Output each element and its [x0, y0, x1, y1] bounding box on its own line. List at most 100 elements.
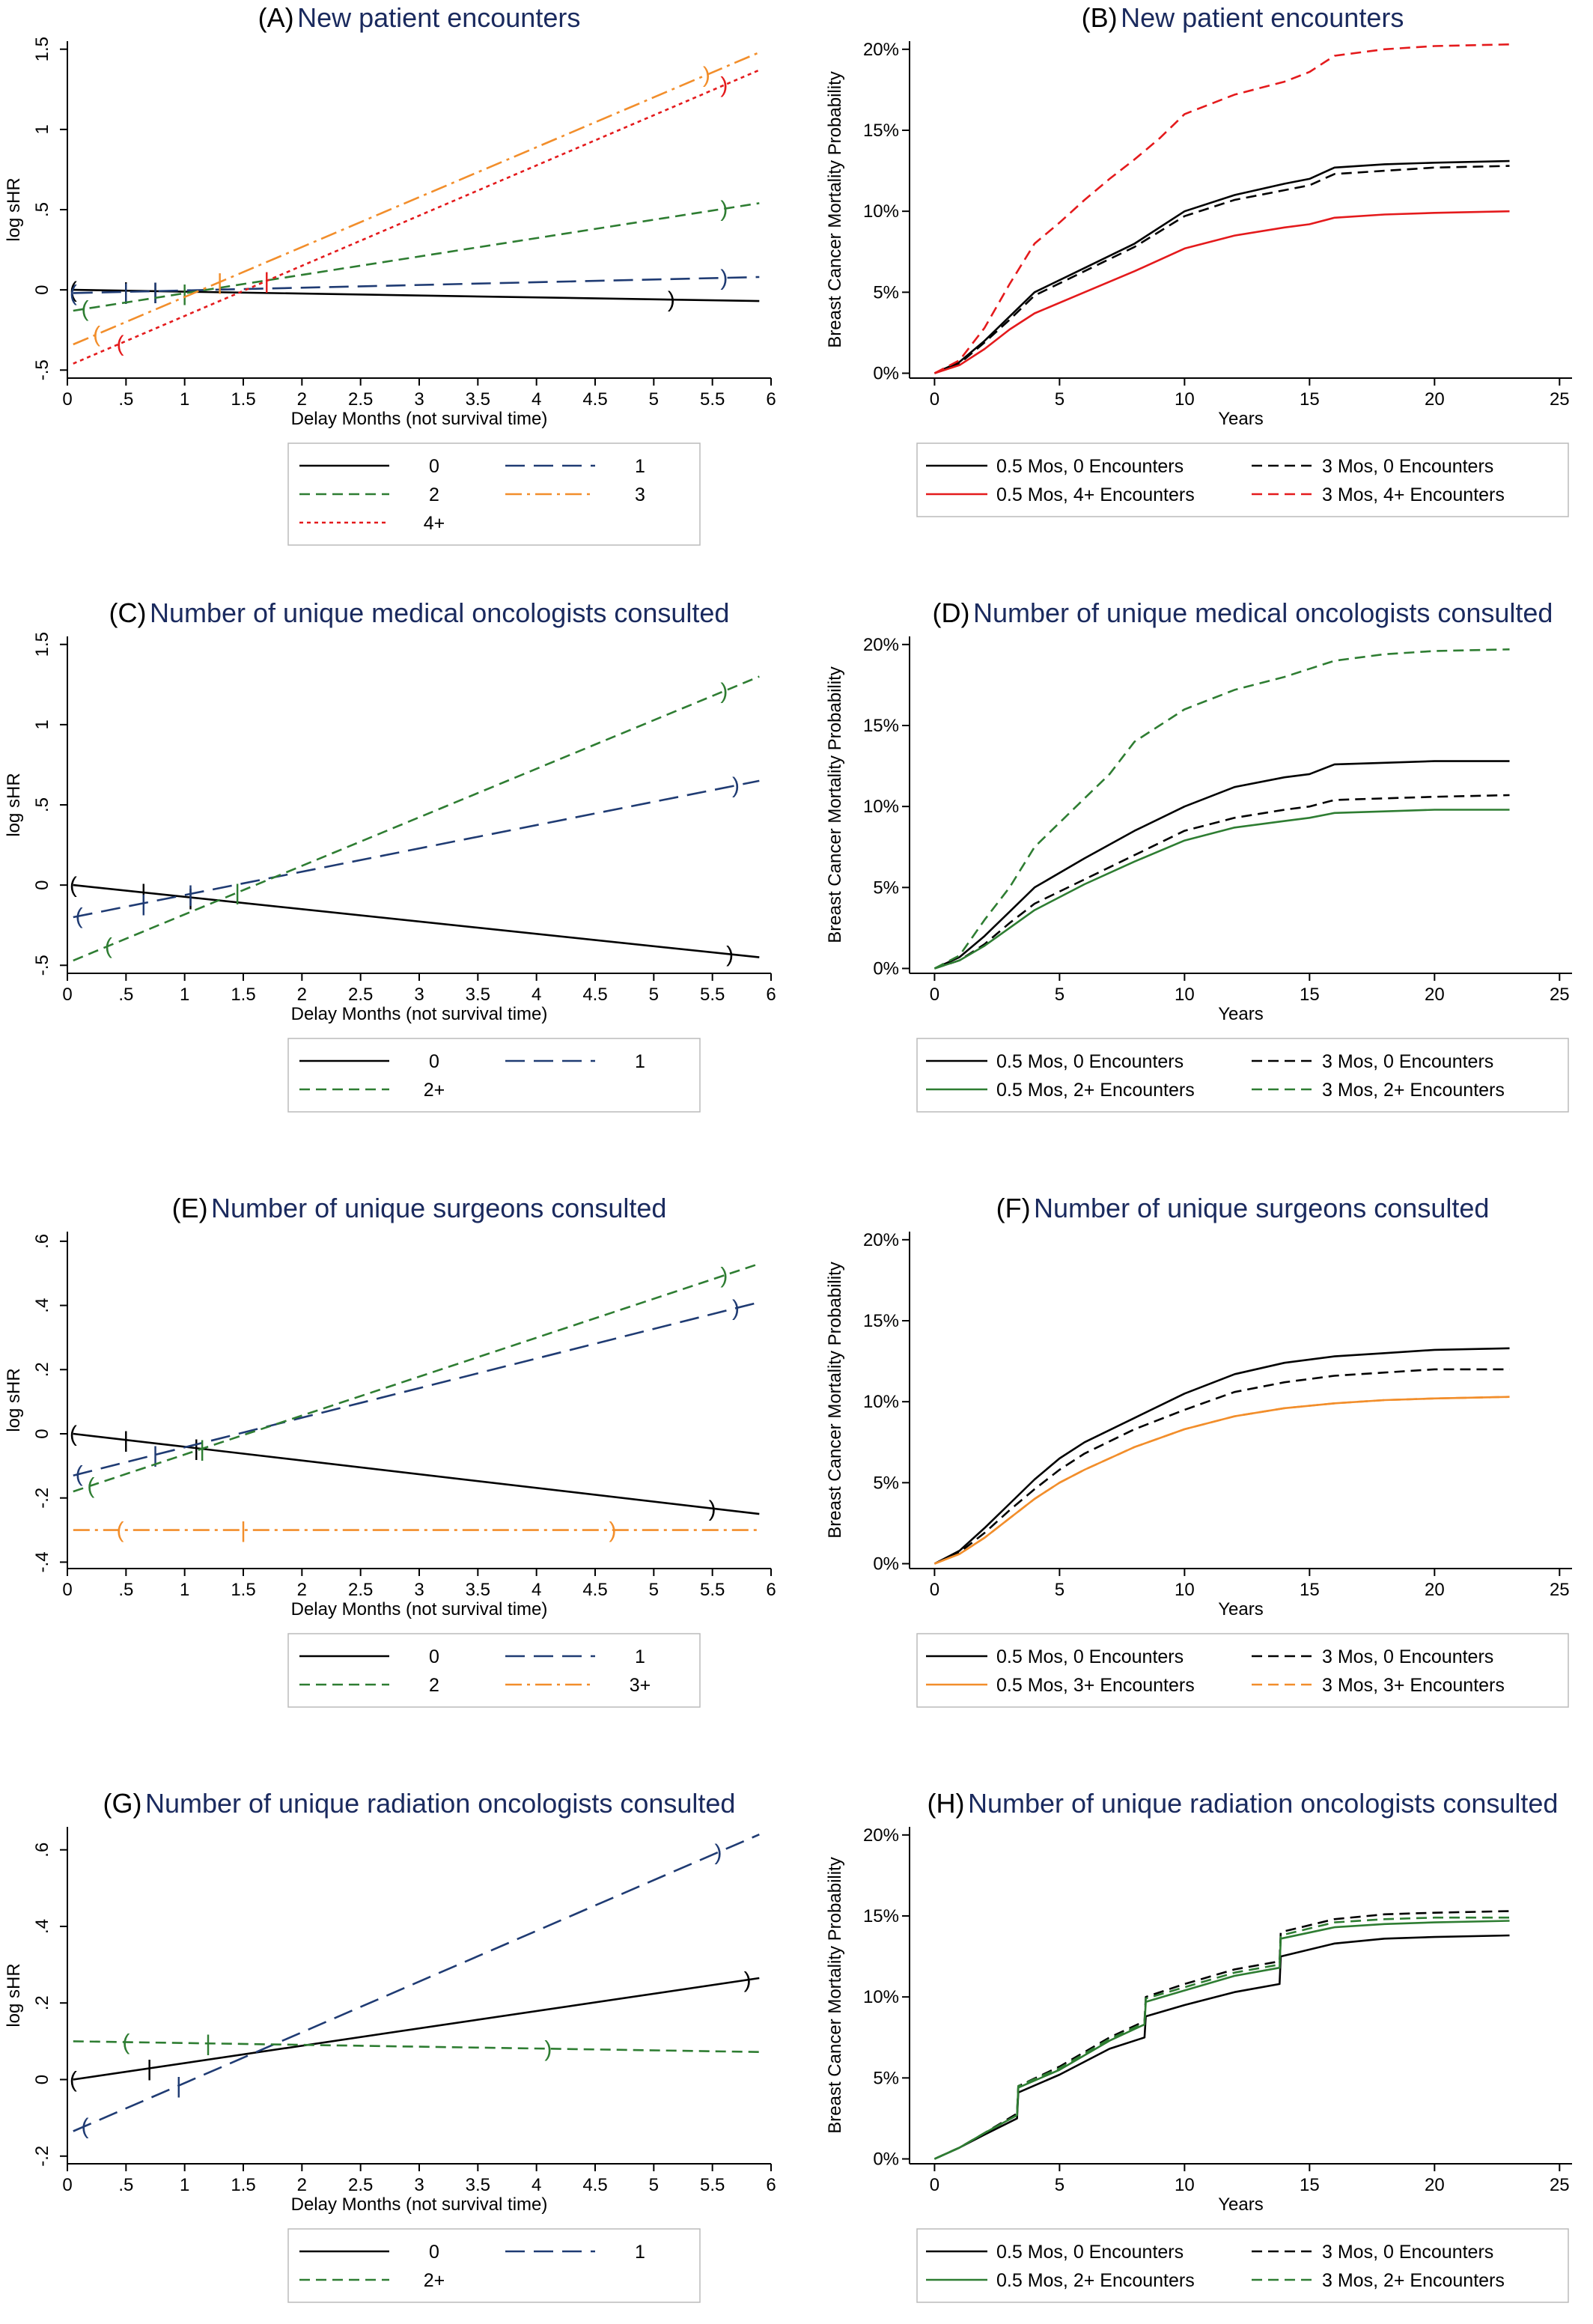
series-marker: )	[720, 197, 728, 222]
series-line	[933, 760, 1510, 970]
x-tick-label: 3	[414, 1580, 424, 1600]
x-tick-label: 15	[1300, 1580, 1320, 1600]
series-line	[73, 1262, 760, 1493]
legend-label: 0.5 Mos, 0 Encounters	[996, 456, 1184, 477]
legend-label: 0	[429, 1051, 439, 1072]
x-tick-label: 1	[180, 389, 189, 410]
y-tick-label: 0%	[873, 959, 899, 979]
x-tick-label: 4	[531, 2175, 541, 2195]
y-tick-label: 1.5	[32, 632, 52, 657]
panel-b: (B) New patient encounters 0 5 10 15 20 25 0% 5%…	[825, 2, 1572, 517]
series-line	[933, 1934, 1510, 2160]
x-tick-label: 20	[1425, 985, 1445, 1005]
x-tick-label: 4.5	[582, 985, 607, 1005]
series-marker: |	[141, 880, 147, 905]
x-tick-label: 1.5	[231, 985, 255, 1005]
legend-box	[287, 1633, 701, 1708]
series-line	[933, 165, 1510, 374]
y-tick-label: 20%	[863, 1230, 899, 1250]
x-tick-label: .5	[118, 985, 133, 1005]
x-tick-label: 6	[766, 389, 776, 410]
x-axis-label: Years	[1218, 1004, 1264, 1024]
x-tick-label: 1	[180, 1580, 189, 1600]
legend-box	[287, 2228, 701, 2303]
y-axis-label: Breast Cancer Mortality Probability	[825, 71, 845, 347]
series-marker: )	[703, 63, 710, 88]
y-tick-label: -.2	[32, 1488, 52, 1509]
y-axis-label: Breast Cancer Mortality Probability	[825, 1857, 845, 2133]
series-marker: (	[117, 332, 124, 356]
y-tick-label: 1	[32, 720, 52, 729]
panel-title: (D) Number of unique medical oncologists…	[933, 597, 1553, 628]
series-marker: (	[76, 1462, 83, 1487]
y-tick-label: .2	[32, 1995, 52, 2010]
series-marker: |	[153, 279, 159, 304]
legend-label: 3 Mos, 0 Encounters	[1322, 456, 1493, 477]
x-tick-label: .5	[118, 1580, 133, 1600]
series-marker: )	[732, 773, 740, 798]
series-marker: |	[188, 886, 194, 910]
x-tick-label: 2	[297, 1580, 307, 1600]
y-tick-label: 0%	[873, 2150, 899, 2170]
series-marker: |	[199, 1437, 205, 1461]
legend-box	[287, 1038, 701, 1113]
x-tick-label: 2	[297, 2175, 307, 2195]
legend-label: 2	[429, 1675, 439, 1696]
series-line	[934, 210, 1510, 374]
x-tick-label: 15	[1300, 389, 1320, 410]
series-marker: |	[141, 891, 147, 916]
series-line	[933, 43, 1510, 374]
y-tick-label: 0%	[873, 364, 899, 384]
y-tick-label: 0	[32, 285, 52, 294]
panel-title-text: Number of unique medical oncologists con…	[973, 597, 1553, 628]
x-tick-label: 15	[1300, 2175, 1320, 2195]
y-tick-label: 0%	[873, 1554, 899, 1575]
legend-label: 1	[635, 456, 645, 477]
x-tick-label: 5	[1055, 985, 1064, 1005]
y-tick-label: 15%	[863, 121, 899, 141]
y-tick-label: 5%	[873, 1473, 899, 1493]
panel-title-text: Number of unique surgeons consulted	[211, 1193, 666, 1223]
x-axis-label: Delay Months (not survival time)	[291, 409, 548, 429]
panel-title-text: Number of unique medical oncologists con…	[150, 597, 729, 628]
panel-title-text: Number of unique surgeons consulted	[1034, 1193, 1489, 1223]
legend-box	[916, 1038, 1569, 1113]
x-tick-label: 4.5	[582, 2175, 607, 2195]
series-line	[933, 1910, 1510, 2160]
legend-label: 1	[635, 1051, 645, 1072]
series-marker: |	[123, 280, 129, 305]
y-tick-label: 10%	[863, 1392, 899, 1412]
y-axis-label: log sHR	[4, 773, 24, 836]
series-line	[933, 1396, 1510, 1565]
series-marker: )	[609, 1518, 617, 1543]
x-tick-label: .5	[118, 2175, 133, 2195]
x-tick-label: 5.5	[700, 2175, 725, 2195]
x-tick-label: 5	[1055, 2175, 1064, 2195]
x-tick-label: 4	[531, 389, 541, 410]
panel-letter: (F)	[996, 1193, 1031, 1223]
series-marker: |	[188, 882, 194, 907]
series-marker: (	[82, 297, 89, 322]
x-axis-label: Years	[1218, 409, 1264, 429]
legend-label: 3 Mos, 0 Encounters	[1322, 2242, 1493, 2263]
series-line	[73, 779, 760, 919]
series-marker: |	[193, 1436, 199, 1461]
panel-d: (D) Number of unique medical oncologists…	[825, 597, 1572, 1113]
legend-label: 0	[429, 1646, 439, 1667]
x-tick-label: 4	[531, 1580, 541, 1600]
x-tick-label: 0	[930, 1580, 939, 1600]
x-tick-label: 5	[649, 985, 659, 1005]
x-tick-label: 3	[414, 389, 424, 410]
series-marker: |	[264, 269, 269, 293]
x-tick-label: 10	[1175, 985, 1195, 1005]
panel-f: (F) Number of unique surgeons consulted 0…	[825, 1193, 1572, 1708]
series-marker: (	[70, 281, 77, 305]
legend-label: 3 Mos, 2+ Encounters	[1322, 2270, 1505, 2291]
panel-title-text: Number of unique radiation oncologists c…	[968, 1788, 1558, 1819]
x-tick-label: 20	[1425, 1580, 1445, 1600]
legend-label: 2+	[424, 1080, 445, 1101]
panel-title-text: Number of unique radiation oncologists c…	[145, 1788, 735, 1819]
x-tick-label: 1.5	[231, 1580, 255, 1600]
series-line	[933, 1347, 1510, 1565]
